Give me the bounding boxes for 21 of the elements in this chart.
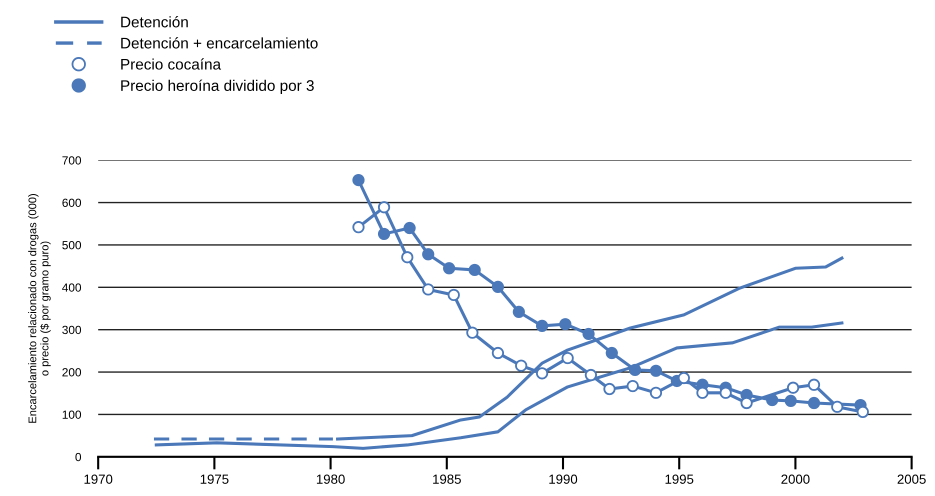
x-tick-label: 2005 [898,474,926,484]
y-tick-label: 200 [62,368,82,376]
x-tick-label: 1980 [316,474,345,484]
x-tick-label: 1975 [200,474,229,484]
y-tick-label: 700 [62,156,82,165]
x-tick-label: 1970 [84,474,112,484]
x-tick-label: 1995 [666,474,694,484]
x-tick-label: 2000 [781,474,810,484]
y-tick-label: 500 [62,240,82,250]
y-tick-label: 400 [62,283,82,292]
x-tick-label: 1985 [433,474,461,484]
y-tick-label: 300 [62,326,82,334]
legend-label: Precio cocaína [121,58,222,70]
y-tick-label: 600 [62,198,82,207]
x-tick-label: 1990 [549,474,578,484]
y-axis-title: Encarcelamiento relacionado con drogas (000) o precio ($ por gramo puro) [28,194,51,423]
legend-label: Precio heroína dividido por 3 [121,80,314,94]
legend-label: Detención + encarcelamiento [121,37,318,49]
y-tick-label: 100 [62,410,82,419]
y-tick-label: 0 [75,452,82,462]
legend-label: Detención [121,16,188,28]
